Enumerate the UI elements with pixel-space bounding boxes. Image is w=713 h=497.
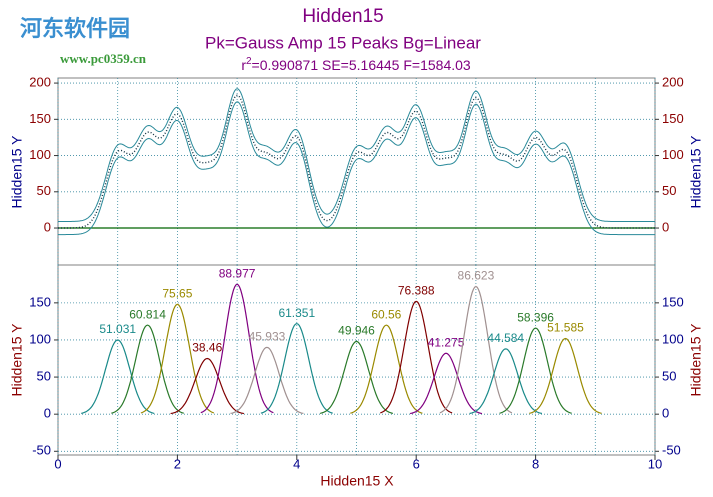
x-tick-label: 0 — [54, 456, 61, 471]
y-tick-label: 200 — [29, 75, 51, 90]
stat-values: =0.990871 SE=5.16445 F=1584.03 — [252, 57, 471, 73]
y-tick-label: 150 — [29, 111, 51, 126]
peak-label: 49.946 — [338, 324, 375, 338]
x-tick-label: 10 — [648, 456, 662, 471]
peak-label: 51.031 — [99, 322, 136, 336]
y-tick-label: 0 — [44, 406, 51, 421]
peak-label: 41.275 — [428, 335, 465, 349]
x-tick-label: 2 — [174, 456, 181, 471]
y-axis-label: Hidden15 Y — [688, 323, 704, 397]
peak — [350, 324, 423, 414]
peak — [380, 300, 453, 414]
y-tick-label: 100 — [662, 331, 684, 346]
peak — [170, 357, 245, 415]
plot-frame — [57, 77, 656, 456]
peak-label: 38.46 — [192, 341, 222, 355]
y-tick-label: 100 — [29, 331, 51, 346]
peak — [81, 339, 155, 414]
confidence-band — [58, 101, 655, 236]
peak-label: 58.396 — [517, 310, 554, 324]
y-axis-label: Hidden15 Y — [9, 135, 25, 209]
y-tick-label: 150 — [29, 294, 51, 309]
x-tick-label: 8 — [532, 456, 539, 471]
chart-title: Hidden15 — [302, 6, 383, 27]
peak-label: 61.351 — [278, 306, 315, 320]
peak — [439, 285, 513, 414]
fit-stats: r2=0.990871 SE=5.16445 F=1584.03 — [241, 56, 471, 73]
y-tick-label: 50 — [37, 369, 51, 384]
peak-label: 76.388 — [398, 284, 435, 298]
y-tick-label: 50 — [37, 183, 51, 198]
y-tick-label: -50 — [32, 443, 51, 458]
y-tick-label: 100 — [662, 147, 684, 162]
peak-label: 45.933 — [249, 330, 286, 344]
peak — [319, 340, 394, 414]
x-axis-label: Hidden15 X — [320, 473, 394, 489]
x-tick-label: 6 — [413, 456, 420, 471]
stat-symbol: r — [241, 57, 246, 73]
peak — [410, 352, 483, 415]
y-axis-label: Hidden15 Y — [9, 323, 25, 397]
confidence-band — [58, 88, 655, 222]
peak-label: 86.623 — [458, 269, 495, 283]
peak-label: 88.977 — [219, 266, 256, 280]
watermark-url: www.pc0359.cn — [60, 51, 147, 66]
y-tick-label: 150 — [662, 294, 684, 309]
peak — [200, 283, 274, 414]
peak-label: 60.814 — [129, 307, 166, 321]
peak-label: 60.56 — [371, 307, 401, 321]
peak — [111, 324, 184, 414]
stat-superscript: 2 — [246, 56, 252, 67]
peak-label: 44.584 — [487, 331, 524, 345]
y-axis-label: Hidden15 Y — [688, 135, 704, 209]
peak — [499, 327, 572, 414]
x-tick-label: 4 — [293, 456, 300, 471]
peak — [469, 348, 543, 415]
peak — [260, 322, 333, 414]
y-tick-label: 0 — [662, 406, 669, 421]
chart-subtitle: Pk=Gauss Amp 15 Peaks Bg=Linear — [205, 33, 481, 52]
peak — [529, 337, 602, 414]
y-tick-label: 150 — [662, 111, 684, 126]
y-tick-label: 50 — [662, 183, 676, 198]
peak-label: 75.65 — [162, 287, 192, 301]
peak-label: 51.585 — [547, 321, 584, 335]
y-tick-label: 0 — [662, 219, 669, 234]
y-tick-label: 100 — [29, 147, 51, 162]
y-tick-label: 0 — [44, 219, 51, 234]
y-tick-label: 50 — [662, 369, 676, 384]
peak — [230, 346, 304, 414]
peak — [140, 303, 215, 414]
watermark-name: 河东软件园 — [20, 16, 130, 41]
y-tick-label: -50 — [662, 443, 681, 458]
y-tick-label: 200 — [662, 75, 684, 90]
